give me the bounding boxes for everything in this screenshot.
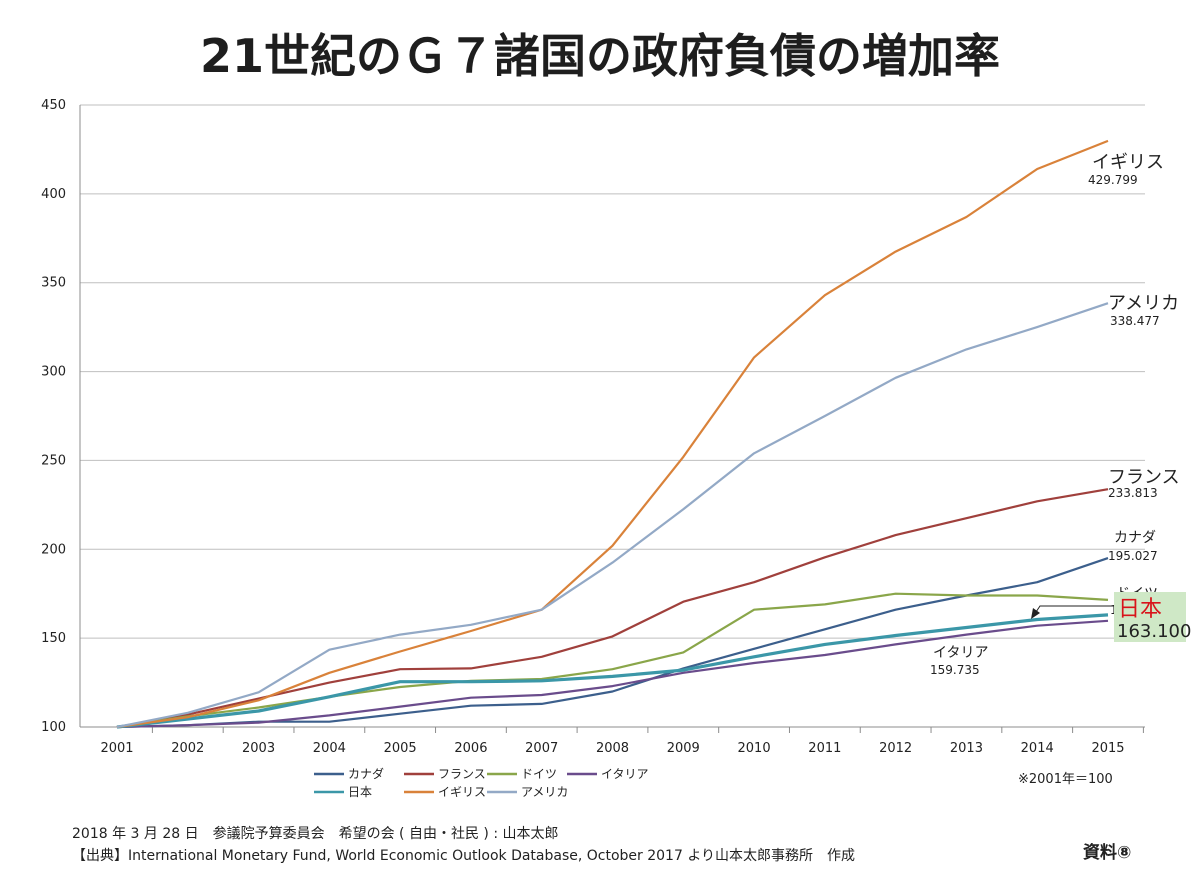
annotation-label-日本: 日本 — [1118, 597, 1162, 622]
japan-leader-line — [1035, 605, 1114, 613]
y-axis: 100 150 200 250 300 350 400 450 — [41, 98, 66, 735]
annotation-value-日本: 163.100 — [1117, 621, 1191, 642]
grid — [79, 104, 1145, 728]
legend-label-カナダ: カナダ — [348, 766, 384, 781]
x-tick-label: 2007 — [525, 741, 558, 756]
series-line-イタリア — [116, 619, 1109, 729]
annotation-label-イタリア: イタリア — [933, 645, 988, 661]
x-tick-label: 2008 — [596, 741, 629, 756]
chart-title: 21世紀のＧ７諸国の政府負債の増加率 — [200, 29, 1000, 83]
x-tick-label: 2011 — [808, 741, 841, 756]
annotation-label-カナダ: カナダ — [1114, 530, 1156, 546]
japan-label-background — [1114, 592, 1186, 642]
base-note: ※2001年＝100 — [1018, 772, 1113, 787]
y-tick-label: 150 — [41, 631, 66, 646]
series-line-イギリス — [116, 139, 1109, 729]
series-line-カナダ — [116, 557, 1109, 729]
legend-label-イギリス: イギリス — [438, 785, 486, 799]
x-tick-label: 2009 — [667, 741, 700, 756]
x-tick-label: 2003 — [242, 741, 275, 756]
y-tick-label: 400 — [41, 187, 66, 202]
annotation-value-イギリス: 429.799 — [1088, 173, 1138, 187]
footer-line-2: 【出典】International Monetary Fund, World E… — [72, 848, 855, 864]
y-tick-label: 300 — [41, 365, 66, 380]
footer-line-1: 2018 年 3 月 28 日 参議院予算委員会 希望の会 ( 自由・社民 ) … — [72, 825, 559, 842]
x-tick-label: 2010 — [738, 741, 771, 756]
x-tick-label: 2006 — [454, 741, 487, 756]
x-axis: 2001 2002 2003 2004 2005 2006 2007 2008 2009 2010… — [100, 727, 1144, 756]
y-tick-label: 100 — [41, 720, 66, 735]
legend-label-ドイツ: ドイツ — [521, 767, 557, 781]
x-tick-label: 2012 — [879, 741, 912, 756]
series-line-日本 — [116, 613, 1109, 729]
annotation-value-イタリア: 159.735 — [930, 663, 980, 677]
x-tick-label: 2001 — [100, 741, 133, 756]
y-tick-label: 350 — [41, 276, 66, 291]
series-line-ドイツ — [116, 592, 1109, 729]
x-tick-label: 2004 — [313, 741, 346, 756]
annotation-label-アメリカ: アメリカ — [1108, 293, 1179, 314]
legend-label-日本: 日本 — [348, 785, 372, 799]
series-line-フランス — [116, 488, 1109, 729]
x-tick-label: 2015 — [1091, 741, 1124, 756]
document-label: 資料⑧ — [1083, 842, 1131, 863]
annotation-label-イギリス: イギリス — [1092, 152, 1164, 173]
annotation-label-フランス: フランス — [1108, 467, 1180, 488]
annotation-value-アメリカ: 338.477 — [1110, 314, 1160, 328]
x-tick-label: 2005 — [384, 741, 417, 756]
annotation-value-フランス: 233.813 — [1108, 486, 1158, 500]
x-tick-label: 2002 — [171, 741, 204, 756]
legend-label-イタリア: イタリア — [601, 767, 649, 781]
y-tick-label: 450 — [41, 98, 66, 113]
annotation-value-カナダ: 195.027 — [1108, 549, 1158, 563]
legend-label-アメリカ: アメリカ — [521, 785, 568, 799]
legend-label-フランス: フランス — [438, 767, 486, 781]
japan-arrow-head — [1031, 608, 1040, 619]
series-lines — [116, 139, 1109, 729]
y-tick-label: 250 — [41, 453, 66, 468]
x-tick-label: 2013 — [950, 741, 983, 756]
x-tick-label: 2014 — [1021, 741, 1054, 756]
y-tick-label: 200 — [41, 542, 66, 557]
series-line-アメリカ — [116, 302, 1109, 729]
